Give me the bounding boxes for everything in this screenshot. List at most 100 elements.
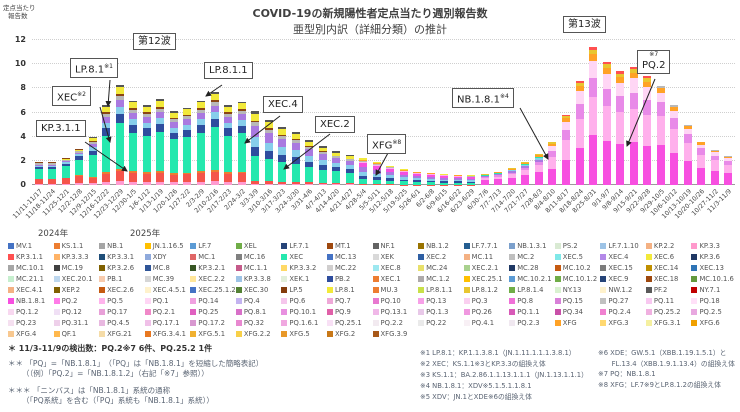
bar-segment — [156, 171, 165, 173]
bar-segment — [467, 178, 476, 181]
bar-segment — [156, 107, 165, 109]
annotation-pq-2: ※7 PQ.2 — [637, 50, 671, 74]
legend-label: MC.1.1 — [243, 263, 268, 272]
legend-swatch — [509, 253, 516, 260]
bar-segment — [494, 175, 503, 177]
legend-item: XEC.1 — [372, 273, 418, 284]
legend-label: MV.1 — [16, 241, 33, 250]
bar-segment — [183, 109, 192, 115]
bar-segment — [643, 145, 652, 185]
stacked-bar — [670, 105, 679, 185]
bar-segment — [372, 179, 381, 185]
bar-segment — [575, 83, 584, 87]
legend-item: MC.28 — [509, 262, 554, 273]
bar-segment — [602, 140, 611, 185]
bar-segment — [129, 181, 138, 185]
bar-segment — [548, 169, 557, 185]
legend-item: PQ.2.3 — [509, 317, 554, 328]
stacked-bar — [156, 99, 165, 185]
bar-segment — [169, 127, 178, 133]
bar-segment — [697, 144, 706, 149]
bar-segment — [237, 133, 246, 172]
legend-swatch — [463, 242, 470, 249]
bar-segment — [480, 174, 489, 176]
legend-swatch — [99, 253, 106, 260]
bar-segment — [724, 160, 733, 165]
bar-segment — [697, 167, 706, 185]
bar-segment — [237, 171, 246, 174]
legend-swatch — [463, 319, 470, 326]
legend-label: XEC.13 — [699, 263, 724, 272]
bar-segment — [440, 182, 449, 185]
bar-segment — [710, 150, 719, 151]
legend-item: NY.7.1 — [691, 284, 736, 295]
legend-label: PQ.2 — [61, 296, 78, 305]
bar-segment — [426, 175, 435, 177]
annotation-lp-8-1: LP.8.1※1 — [70, 58, 118, 79]
bar-segment — [467, 181, 476, 183]
legend-swatch — [8, 308, 14, 315]
bar-segment — [494, 173, 503, 175]
bar-segment — [683, 160, 692, 185]
bar-segment — [34, 183, 43, 185]
legend-label: XEC.6 — [653, 252, 675, 261]
bar-segment — [602, 106, 611, 141]
legend-item: XEL — [235, 240, 281, 251]
bar-segment — [616, 82, 625, 97]
bar-segment — [480, 176, 489, 179]
legend-item: KP.3.6 — [691, 251, 736, 262]
bar-segment — [210, 118, 219, 128]
legend-label: PQ.10.1 — [289, 307, 317, 316]
legend-item: PQ.22 — [418, 317, 463, 328]
stacked-bar — [656, 85, 665, 185]
legend-item: PB.2 — [326, 273, 372, 284]
bar-segment — [48, 168, 57, 179]
bar-segment — [237, 173, 246, 182]
bar-segment — [345, 159, 354, 161]
legend-item: LP.5 — [281, 284, 326, 295]
bar-segment — [656, 101, 665, 116]
legend-swatch — [99, 330, 106, 337]
bar-segment — [210, 170, 219, 172]
legend-item: NB.1.2 — [418, 240, 463, 251]
legend-swatch — [645, 275, 652, 282]
bar-segment — [237, 103, 246, 110]
legend-item: QF.1 — [53, 328, 99, 339]
bar-segment — [670, 118, 679, 130]
bar-segment — [562, 159, 570, 185]
stacked-bar — [332, 151, 341, 185]
stacked-bar — [575, 81, 584, 185]
legend-item: XEK — [372, 251, 418, 262]
legend-swatch — [554, 308, 561, 315]
bar-segment — [643, 100, 652, 116]
legend-item: PQ.10.1 — [281, 306, 326, 317]
legend-item: PQ.2.2 — [372, 317, 418, 328]
legend-label: XEP.2 — [61, 285, 81, 294]
stacked-bar — [183, 107, 192, 185]
legend-label: JN.1.16.5 — [152, 241, 184, 250]
bar-segment — [318, 169, 327, 183]
stacked-bar — [61, 158, 70, 185]
legend-label: PQ.8.1 — [243, 307, 267, 316]
bar-segment — [521, 168, 530, 171]
bar-segment — [34, 178, 43, 180]
legend-swatch — [600, 319, 607, 326]
legend-label: XEC.9 — [608, 274, 629, 283]
legend-swatch — [326, 297, 333, 304]
annotation-label: NB.1.8.1 — [457, 94, 500, 106]
legend-swatch — [554, 286, 561, 293]
bar-segment — [196, 132, 205, 172]
bar-segment — [224, 106, 233, 113]
y-tick-label: 4 — [20, 131, 26, 141]
bar-segment — [670, 153, 679, 185]
legend-swatch — [235, 286, 242, 293]
legend-label: MC.2 — [517, 252, 535, 261]
bar-segment — [629, 66, 638, 69]
bar-segment — [291, 142, 300, 151]
legend-item: PQ.14 — [190, 295, 235, 306]
legend-swatch — [281, 308, 288, 315]
legend-item: XEP.2 — [53, 284, 99, 295]
legend-item: XEC.2.1 — [463, 262, 509, 273]
bar-segment — [237, 109, 246, 111]
bar-segment — [129, 100, 138, 103]
